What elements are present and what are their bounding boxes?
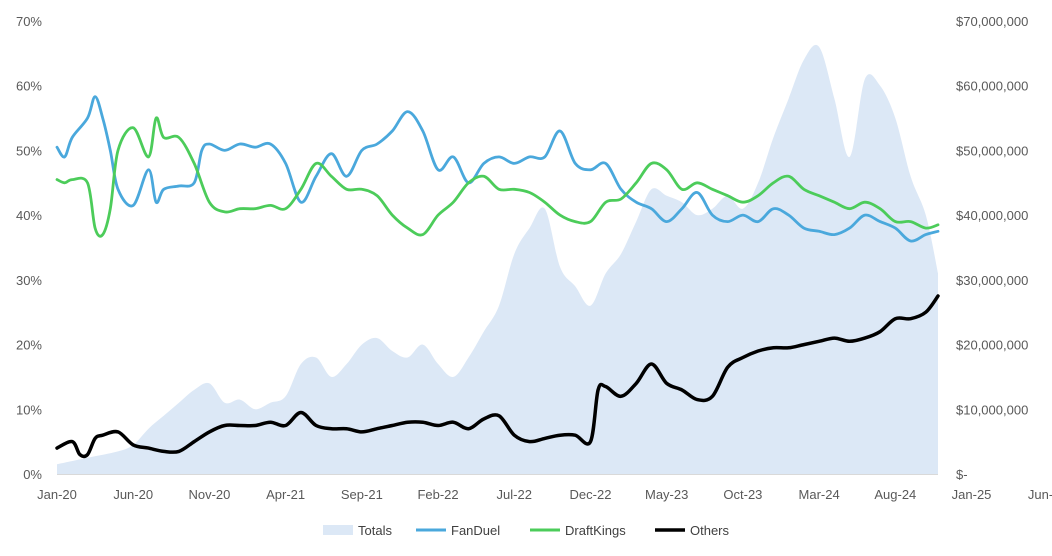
y-left-tick-label: 10% xyxy=(16,402,42,417)
fanduel-line xyxy=(55,95,940,243)
x-tick-label: Aug-24 xyxy=(874,487,916,502)
x-tick-label: Dec-22 xyxy=(570,487,612,502)
legend-label-totals: Totals xyxy=(358,523,392,538)
x-tick-label: Apr-21 xyxy=(266,487,305,502)
line-series-layer xyxy=(55,95,940,459)
y-right-tick-label: $- xyxy=(956,467,968,482)
y-right-tick-label: $60,000,000 xyxy=(956,79,1028,94)
legend-label-others: Others xyxy=(690,523,730,538)
draftkings-line xyxy=(55,116,940,238)
x-tick-label: Jan-25 xyxy=(952,487,992,502)
y-right-tick-label: $40,000,000 xyxy=(956,208,1028,223)
y-right-tick-label: $50,000,000 xyxy=(956,143,1028,158)
x-tick-label: Mar-24 xyxy=(799,487,840,502)
y-left-tick-label: 50% xyxy=(16,143,42,158)
y-right-tick-label: $70,000,000 xyxy=(956,14,1028,29)
y-left-tick-label: 40% xyxy=(16,208,42,223)
legend-label-fanduel: FanDuel xyxy=(451,523,500,538)
others-line xyxy=(55,294,940,459)
x-tick-label: Jun-20 xyxy=(113,487,153,502)
x-axis: Jan-20 Jun-20 Nov-20 Apr-21 Sep-21 Feb-22 Jul-… xyxy=(37,474,1052,502)
totals-area xyxy=(57,44,938,475)
y-left-tick-label: 60% xyxy=(16,79,42,94)
x-tick-label: Jun-25 xyxy=(1028,487,1052,502)
x-tick-label: Feb-22 xyxy=(417,487,458,502)
y-left-tick-label: 20% xyxy=(16,338,42,353)
y-axis-right: $- $10,000,000 $20,000,000 $30,000,000 $40,0… xyxy=(956,14,1028,482)
x-tick-label: Oct-23 xyxy=(723,487,762,502)
x-tick-label: Jul-22 xyxy=(497,487,532,502)
y-right-tick-label: $10,000,000 xyxy=(956,402,1028,417)
y-right-tick-label: $30,000,000 xyxy=(956,273,1028,288)
y-left-tick-label: 0% xyxy=(23,467,42,482)
y-right-tick-label: $20,000,000 xyxy=(956,338,1028,353)
x-tick-label: May-23 xyxy=(645,487,688,502)
totals-area-layer xyxy=(57,44,938,475)
legend-label-draftkings: DraftKings xyxy=(565,523,626,538)
x-tick-label: Sep-21 xyxy=(341,487,383,502)
x-tick-label: Nov-20 xyxy=(188,487,230,502)
y-axis-left: 0% 10% 20% 30% 40% 50% 60% 70% xyxy=(16,14,42,482)
y-left-tick-label: 30% xyxy=(16,273,42,288)
x-tick-label: Jan-20 xyxy=(37,487,77,502)
legend: Totals FanDuel DraftKings Others xyxy=(323,523,730,538)
legend-swatch-totals xyxy=(323,525,353,535)
y-left-tick-label: 70% xyxy=(16,14,42,29)
